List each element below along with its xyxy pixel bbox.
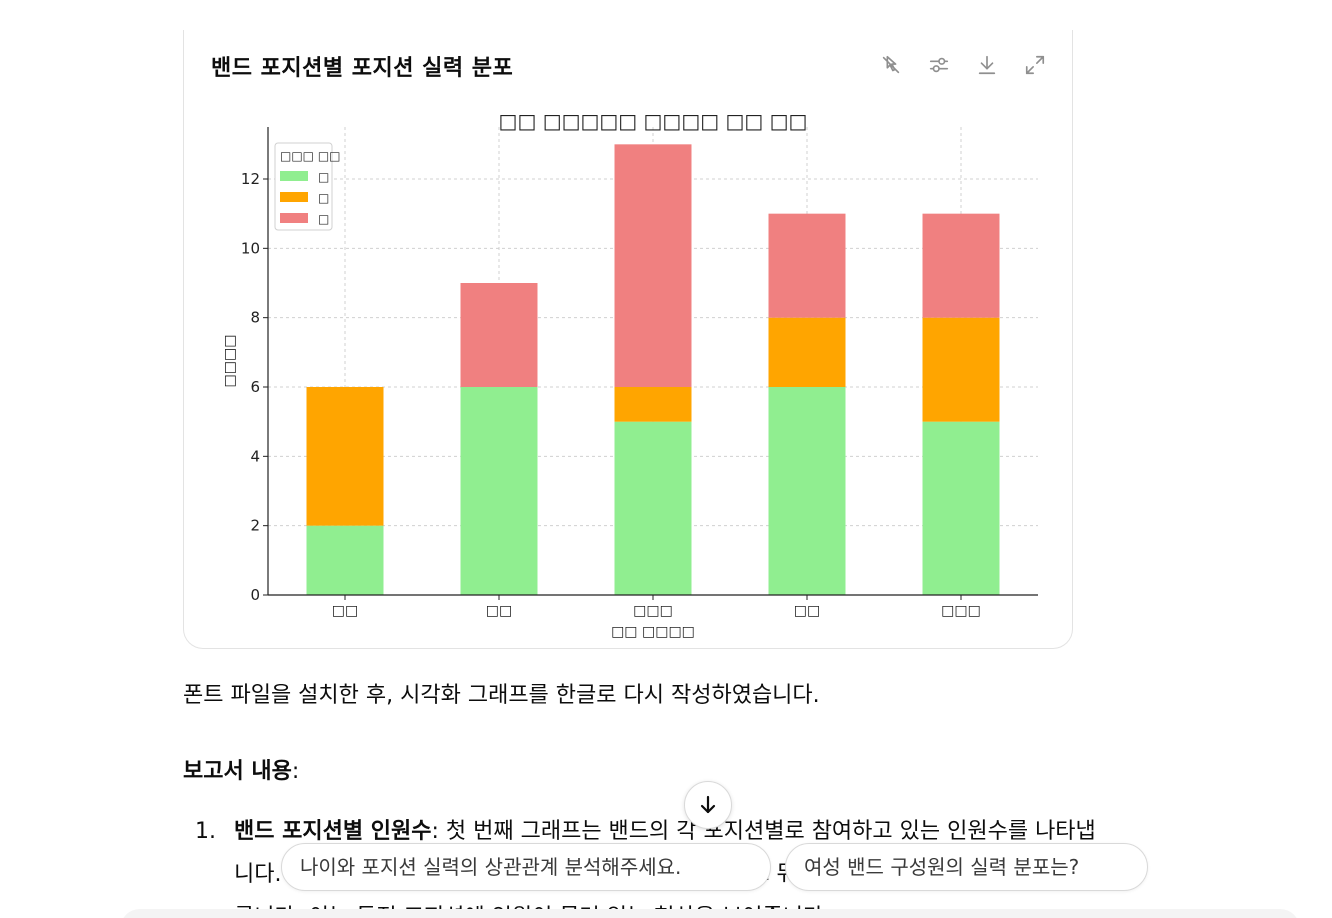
list-item-line1-text: : 첫 번째 그래프는 밴드의 각 포지션별로 참여하고 있는 인원수를 나타냅	[431, 819, 1096, 844]
bar-segment	[306, 525, 384, 595]
bar-segment	[460, 283, 538, 387]
legend-swatch	[280, 213, 308, 223]
scroll-to-bottom-button[interactable]	[684, 781, 732, 829]
legend-box	[274, 142, 333, 231]
download-button[interactable]	[972, 50, 1002, 80]
message-input-bar[interactable]	[120, 909, 1300, 918]
legend-swatch	[280, 171, 308, 181]
switch-interactive-icon	[882, 55, 900, 74]
report-heading-colon: :	[291, 759, 300, 784]
x-tick-label: □□□	[633, 603, 673, 619]
arrow-down-icon	[700, 795, 716, 814]
y-tick-label: 4	[250, 447, 260, 465]
legend-swatch	[280, 192, 308, 202]
x-tick-label: □□	[794, 603, 820, 619]
x-tick-label: □□□	[941, 603, 981, 619]
y-tick-label: 2	[250, 517, 260, 535]
legend-title: □□□ □□	[280, 149, 341, 163]
y-axis-label: □□□□	[222, 335, 238, 388]
download-icon	[978, 55, 996, 75]
y-tick-label: 8	[250, 309, 260, 327]
bar-segment	[614, 387, 692, 422]
response-paragraph: 폰트 파일을 설치한 후, 시각화 그래프를 한글로 다시 작성하였습니다.	[183, 683, 820, 708]
y-tick-label: 0	[250, 586, 260, 604]
suggestion-chip[interactable]: 나이와 포지션 실력의 상관관계 분석해주세요.	[281, 843, 771, 891]
report-heading: 보고서 내용:	[183, 756, 299, 788]
bar-segment	[768, 387, 846, 595]
expand-icon	[1025, 55, 1045, 75]
report-heading-title: 보고서 내용	[183, 759, 292, 784]
chart-card-title: 밴드 포지션별 포지션 실력 분포	[211, 56, 514, 81]
legend-label: □	[318, 170, 329, 184]
list-item-title: 밴드 포지션별 인원수	[234, 819, 432, 844]
bar-segment	[768, 317, 846, 387]
bar-segment	[460, 387, 538, 595]
chart-settings-button[interactable]	[924, 50, 954, 80]
list-item-number: 1.	[195, 819, 216, 844]
bar-segment	[922, 421, 1000, 595]
bar-segment	[614, 421, 692, 595]
bar-segment	[922, 317, 1000, 422]
y-tick-label: 6	[250, 378, 260, 396]
suggestion-chip[interactable]: 여성 밴드 구성원의 실력 분포는?	[785, 843, 1148, 891]
x-tick-label: □□	[332, 603, 358, 619]
x-axis-label: □□ □□□□	[611, 624, 695, 640]
bar-segment	[306, 387, 384, 526]
legend-label: □	[318, 212, 329, 226]
expand-button[interactable]	[1020, 50, 1050, 80]
y-tick-label: 12	[241, 170, 260, 188]
chart-title: □□ □□□□□ □□□□ □□ □□	[499, 109, 808, 133]
list-item-line-1: 밴드 포지션별 인원수: 첫 번째 그래프는 밴드의 각 포지션별로 참여하고 …	[234, 810, 1304, 853]
y-tick-label: 10	[241, 239, 260, 257]
switch-interactive-button[interactable]	[876, 50, 906, 80]
x-tick-label: □□	[486, 603, 512, 619]
bar-segment	[614, 144, 692, 387]
legend-label: □	[318, 191, 329, 205]
chart-card: 밴드 포지션별 포지션 실력 분포	[183, 30, 1073, 649]
bar-segment	[768, 213, 846, 318]
chart-toolbar	[876, 50, 1050, 80]
bar-segment	[922, 213, 1000, 318]
settings-sliders-icon	[929, 57, 949, 73]
